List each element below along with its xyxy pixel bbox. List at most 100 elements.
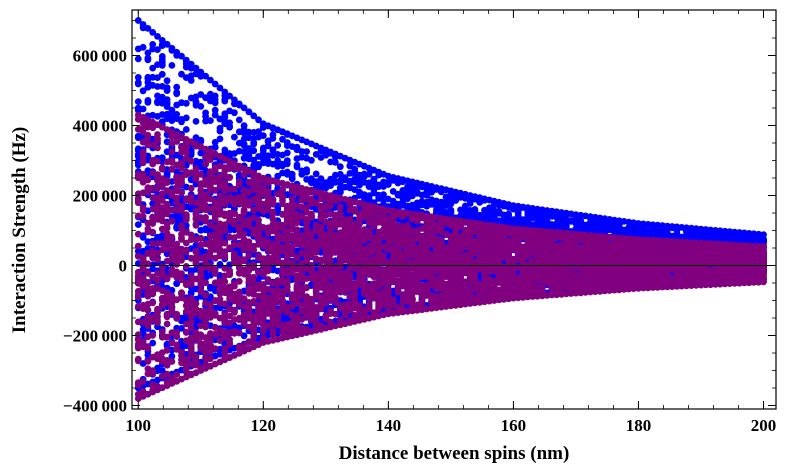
data-point: [562, 224, 570, 232]
data-point: [163, 224, 171, 232]
data-point: [139, 157, 147, 164]
data-point: [346, 162, 354, 169]
data-point: [274, 142, 282, 149]
data-point: [226, 92, 234, 100]
data-point: [221, 112, 229, 120]
data-point: [134, 268, 142, 276]
data-point: [298, 148, 306, 155]
data-point: [163, 96, 171, 104]
data-point: [288, 175, 296, 183]
data-point: [197, 91, 205, 98]
data-point: [461, 206, 469, 214]
data-point: [173, 48, 181, 56]
data-point: [158, 111, 166, 118]
data-point: [490, 213, 498, 221]
data-point: [168, 299, 176, 307]
data-point: [486, 207, 493, 215]
data-point: [365, 170, 373, 178]
data-point: [158, 53, 166, 60]
data-point: [149, 240, 157, 247]
data-point: [269, 135, 277, 142]
data-point: [154, 144, 161, 152]
data-point: [168, 352, 176, 360]
data-point: [211, 106, 219, 114]
data-point: [240, 104, 248, 112]
data-point: [332, 159, 339, 166]
data-point: [144, 225, 152, 233]
data-point: [202, 72, 210, 80]
data-point: [154, 33, 161, 40]
data-point: [312, 151, 320, 158]
data-point: [168, 206, 176, 214]
data-point: [274, 204, 282, 212]
data-point: [163, 346, 171, 354]
data-point: [134, 355, 142, 363]
data-point: [168, 329, 176, 336]
data-point: [308, 175, 315, 183]
data-point: [187, 290, 195, 297]
data-point: [269, 146, 277, 154]
data-point: [293, 163, 301, 171]
data-point: [235, 100, 243, 108]
data-point: [231, 96, 238, 104]
data-point: [158, 328, 166, 336]
data-point: [197, 149, 205, 157]
data-point: [178, 118, 185, 126]
data-point: [149, 273, 157, 281]
data-point: [312, 170, 320, 178]
data-point: [255, 163, 262, 170]
data-point: [163, 370, 171, 378]
data-point: [158, 70, 166, 78]
data-point: [163, 40, 171, 48]
data-point: [158, 367, 166, 374]
data-point: [134, 221, 142, 229]
data-point: [274, 172, 282, 180]
data-point: [279, 135, 286, 143]
data-point: [144, 270, 152, 277]
data-point: [144, 357, 152, 365]
data-point: [134, 98, 142, 105]
data-point: [134, 331, 142, 339]
data-point: [255, 128, 262, 136]
data-point: [154, 319, 161, 327]
data-point: [221, 88, 229, 96]
data-point: [182, 126, 190, 133]
data-point: [163, 230, 171, 237]
data-point: [283, 160, 291, 168]
data-point: [211, 138, 219, 146]
data-point: [139, 212, 147, 220]
data-point: [211, 143, 219, 151]
data-point: [226, 122, 234, 130]
data-point: [283, 170, 291, 178]
data-point: [158, 197, 166, 204]
data-point: [149, 220, 157, 227]
data-point: [317, 175, 325, 183]
data-point: [384, 179, 392, 187]
data-point: [139, 170, 147, 178]
data-point: [139, 152, 147, 160]
data-point: [163, 179, 171, 186]
data-point: [134, 17, 142, 24]
data-point: [154, 277, 161, 284]
data-point: [149, 367, 157, 374]
data-point: [168, 292, 176, 300]
data-point: [154, 171, 161, 179]
data-point: [466, 200, 474, 207]
data-point: [197, 68, 205, 76]
points-layer: [134, 17, 767, 402]
data-point: [245, 153, 253, 160]
data-point: [211, 96, 219, 104]
data-point: [192, 64, 200, 72]
data-point: [139, 43, 147, 51]
data-point: [423, 192, 431, 199]
data-point: [168, 106, 176, 114]
data-point: [231, 109, 238, 117]
data-point: [505, 212, 512, 220]
data-point: [211, 80, 219, 88]
data-point: [250, 147, 258, 155]
data-point: [144, 306, 152, 314]
data-point: [197, 103, 205, 110]
data-point: [211, 111, 219, 119]
data-point: [245, 108, 253, 116]
data-point: [163, 77, 171, 85]
